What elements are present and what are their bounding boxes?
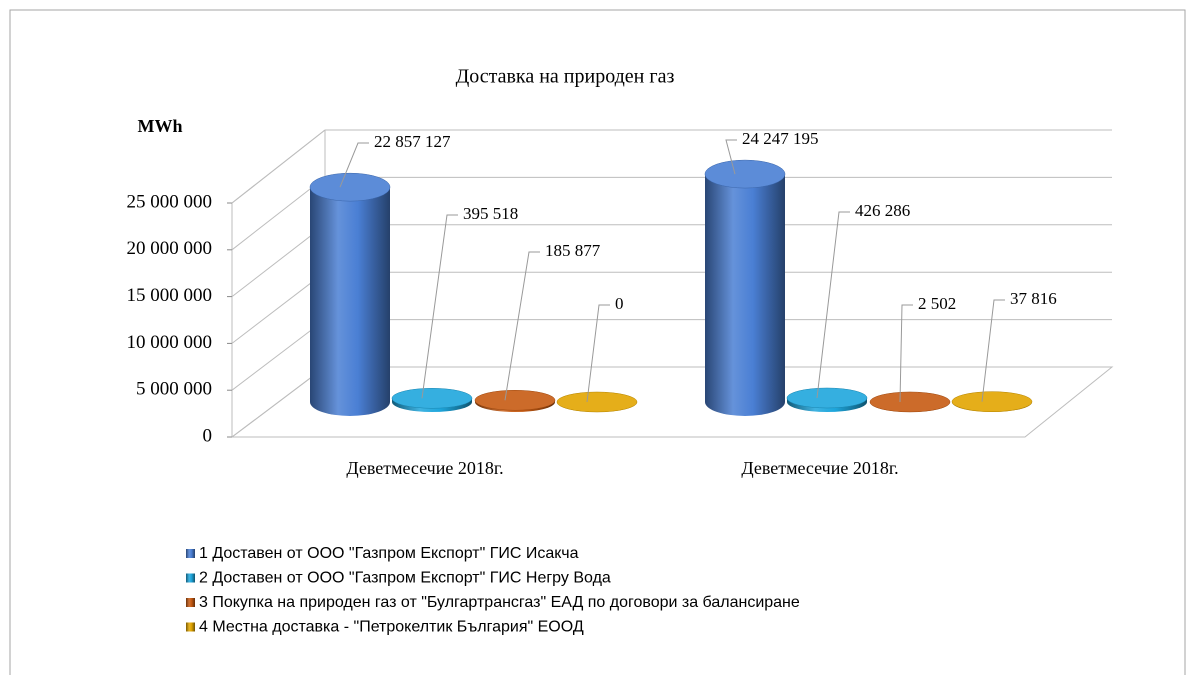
y-tick-label: 15 000 000: [127, 285, 213, 306]
cylinder: [309, 172, 391, 416]
y-axis-label: MWh: [138, 116, 183, 136]
grid-line: [231, 224, 326, 297]
legend-label: 2 Доставен от ООО "Газпром Експорт" ГИС …: [199, 570, 611, 587]
leader-line: [899, 304, 913, 402]
x-tick-label: Деветмесечие 2018г.: [346, 458, 503, 478]
chart-frame: [9, 9, 1186, 675]
leader-line: [725, 139, 737, 175]
grid-line: [231, 177, 326, 251]
grid-line: [231, 366, 326, 438]
cylinder: [951, 391, 1033, 412]
cylinder: [556, 391, 638, 413]
legend-label: 4 Местна доставка - "Петрокелтик Българи…: [199, 619, 584, 636]
leader-line: [816, 211, 850, 399]
leader-line: [504, 251, 540, 401]
leader-line: [421, 214, 458, 399]
data-label: 185 877: [545, 241, 601, 260]
cylinder-top: [786, 387, 868, 409]
cylinder: [786, 387, 868, 412]
y-tick-label: 0: [203, 425, 213, 446]
leader-line: [586, 304, 610, 403]
cylinder-top: [391, 388, 473, 409]
data-label: 2 502: [918, 294, 956, 313]
cylinder: [869, 391, 951, 413]
leader-line: [981, 299, 1005, 402]
leader-line: [339, 142, 369, 188]
grid-line: [231, 271, 326, 344]
cylinder-top: [951, 391, 1033, 412]
legend-swatch: [186, 549, 195, 558]
data-label: 24 247 195: [742, 129, 819, 148]
data-label: 22 857 127: [374, 132, 451, 151]
data-label: 0: [615, 294, 624, 313]
cylinder-body: [310, 187, 390, 416]
legend-label: 3 Покупка на природен газ от "Булгартран…: [199, 594, 800, 611]
x-tick-label: Деветмесечие 2018г.: [741, 458, 898, 478]
data-label: 37 816: [1010, 289, 1057, 308]
legend-label: 1 Доставен от ООО "Газпром Експорт" ГИС …: [199, 545, 579, 562]
y-tick-label: 20 000 000: [127, 238, 213, 259]
cylinder-top: [556, 391, 638, 413]
legend-swatch: [186, 598, 195, 607]
grid-line: [231, 319, 326, 391]
legend-swatch: [186, 622, 195, 632]
legend-swatch: [186, 573, 195, 583]
data-label: 395 518: [463, 204, 518, 223]
chart-title: Доставка на природен газ: [456, 66, 675, 88]
grid-line: [231, 129, 326, 204]
cylinder-top: [309, 172, 391, 202]
cylinder-body: [705, 174, 785, 416]
cylinder-top: [869, 391, 951, 413]
cylinder: [474, 390, 556, 412]
y-tick-label: 25 000 000: [127, 191, 213, 212]
y-tick-label: 10 000 000: [127, 332, 213, 353]
cylinder-top: [704, 159, 786, 189]
y-tick-label: 5 000 000: [136, 379, 212, 400]
cylinder: [391, 388, 473, 412]
data-label: 426 286: [855, 201, 910, 220]
cylinder: [704, 159, 786, 416]
cylinder-top: [474, 390, 556, 411]
